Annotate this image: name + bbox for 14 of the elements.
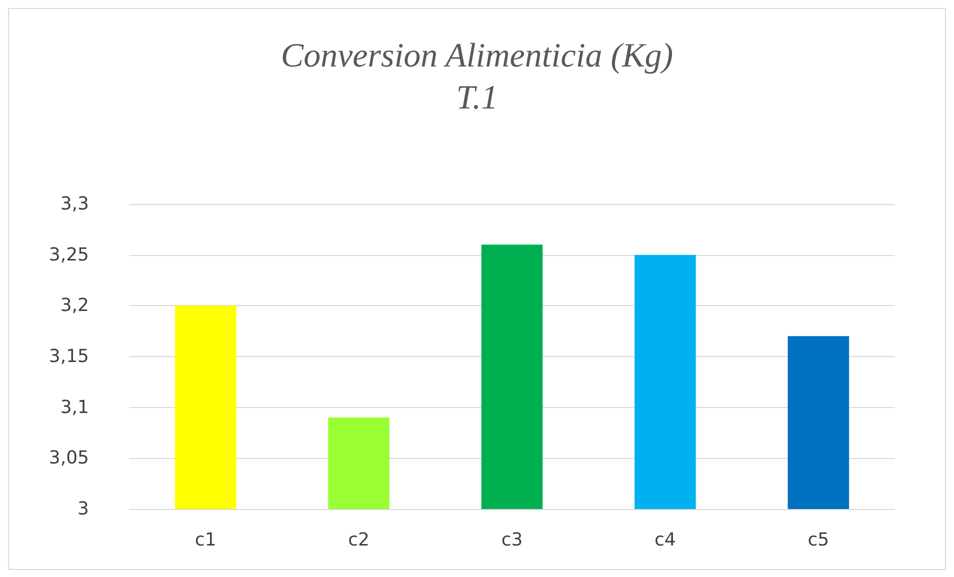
- chart-subtitle: T.1: [456, 80, 498, 116]
- y-tick-label: 3,2: [60, 295, 89, 316]
- x-tick-label: c1: [194, 530, 216, 550]
- x-tick-label: c3: [501, 530, 523, 550]
- x-tick-label: c2: [348, 530, 370, 550]
- y-tick-label: 3: [78, 498, 89, 520]
- chart-title: Conversion Alimenticia (Kg): [280, 38, 674, 74]
- y-tick-label: 3,15: [48, 346, 89, 367]
- x-tick-label: c5: [808, 530, 830, 550]
- y-tick-label: 3,3: [60, 194, 89, 214]
- y-tick-label: 3,1: [60, 396, 89, 418]
- y-tick-label: 3,05: [48, 448, 89, 469]
- x-tick-label: c4: [654, 530, 676, 550]
- y-tick-label: 3,25: [48, 244, 89, 266]
